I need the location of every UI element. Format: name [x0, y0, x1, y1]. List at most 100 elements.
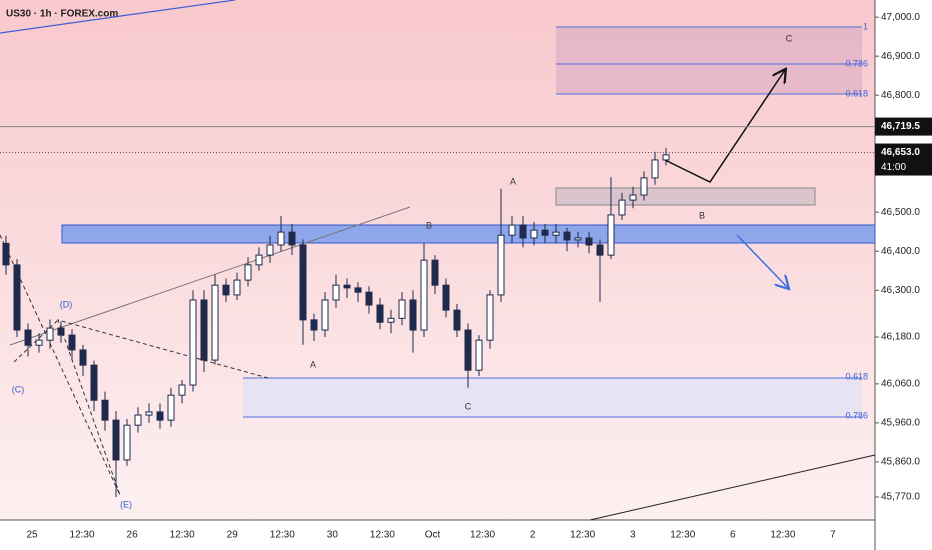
- candle-body: [354, 287, 362, 293]
- projections: [664, 70, 788, 288]
- wave-label: (D): [60, 299, 73, 309]
- candle-body: [68, 334, 76, 351]
- y-tick-label: 47,000.0: [881, 12, 920, 23]
- candle-body: [420, 259, 428, 331]
- candle-body: [167, 394, 175, 421]
- price-badge-label: 46,719.5: [881, 121, 920, 132]
- candle-body: [629, 194, 637, 201]
- x-tick-label: 12:30: [270, 530, 295, 541]
- y-tick-label: 45,770.0: [881, 492, 920, 503]
- candle-body: [662, 154, 670, 161]
- x-tick-label: 3: [630, 530, 636, 541]
- candle-body: [112, 419, 120, 461]
- candle-body: [574, 237, 582, 241]
- candle-body: [244, 264, 252, 281]
- x-tick-label: 6: [730, 530, 736, 541]
- candle-body: [541, 229, 549, 236]
- candle-body: [519, 224, 527, 239]
- x-tick-label: 2: [530, 530, 536, 541]
- price-badge-label: 46,653.0: [881, 147, 920, 158]
- price-badge: [875, 143, 932, 176]
- candle-body: [486, 294, 494, 341]
- y-tick-label: 46,400.0: [881, 246, 920, 257]
- x-tick-label: 29: [227, 530, 239, 541]
- y-tick-label: 46,900.0: [881, 51, 920, 62]
- candle-body: [57, 327, 65, 336]
- support-zone: [61, 224, 876, 244]
- candle-body: [376, 304, 384, 323]
- wave-label: (C): [12, 384, 25, 394]
- trend-line: [0, 0, 236, 34]
- zones: [0, 0, 876, 521]
- candle-body: [211, 284, 219, 361]
- candle-body: [134, 414, 142, 426]
- y-tick-label: 46,180.0: [881, 332, 920, 343]
- y-tick-label: 45,960.0: [881, 418, 920, 429]
- candle-body: [530, 229, 538, 239]
- candle-body: [299, 244, 307, 321]
- price-badge: [875, 117, 932, 136]
- candle-body: [321, 299, 329, 331]
- candle-body: [255, 254, 263, 266]
- trend-line: [589, 454, 876, 521]
- candle-body: [640, 177, 648, 196]
- candle-body: [387, 317, 395, 323]
- x-tick-label: Oct: [425, 530, 441, 541]
- wave-label: B: [426, 220, 432, 230]
- y-tick-label: 46,060.0: [881, 378, 920, 389]
- x-tick-label: 12:30: [70, 530, 95, 541]
- candle-body: [123, 424, 131, 461]
- candle-body: [596, 244, 604, 256]
- candles: [2, 147, 670, 497]
- x-tick-label: 12:30: [170, 530, 195, 541]
- candle-body: [563, 231, 571, 241]
- y-tick-label: 46,500.0: [881, 207, 920, 218]
- candle-body: [277, 231, 285, 246]
- candle-body: [35, 339, 43, 346]
- candle-body: [101, 399, 109, 421]
- candle-body: [200, 299, 208, 361]
- wedge-line: [9, 206, 411, 346]
- candle-body: [464, 329, 472, 371]
- wave-label: (E): [120, 499, 132, 509]
- wave-label: B: [699, 210, 705, 220]
- x-tick-label: 12:30: [470, 530, 495, 541]
- candle-body: [13, 264, 21, 331]
- countdown-label: 41:00: [881, 162, 906, 173]
- wave-label: C: [465, 401, 472, 411]
- candle-body: [332, 284, 340, 301]
- wave-label: C: [786, 33, 793, 43]
- fib-zone: [556, 27, 862, 94]
- candle-body: [618, 199, 626, 216]
- candle-body: [431, 259, 439, 286]
- x-tick-label: 12:30: [770, 530, 795, 541]
- candle-body: [475, 339, 483, 371]
- candle-body: [585, 237, 593, 246]
- fib-label: 0.618: [845, 371, 868, 381]
- projection-arrow: [664, 70, 785, 183]
- chart-title: US30 · 1h · FOREX.com: [6, 9, 118, 20]
- candle-body: [453, 309, 461, 331]
- time-axis: [0, 520, 875, 550]
- candle-body: [90, 364, 98, 401]
- x-tick-label: 7: [830, 530, 836, 541]
- candle-body: [651, 159, 659, 179]
- x-tick-label: 12:30: [370, 530, 395, 541]
- y-tick-label: 46,300.0: [881, 285, 920, 296]
- demand-box: [555, 187, 816, 206]
- candle-body: [288, 231, 296, 246]
- candle-body: [79, 349, 87, 366]
- fib-label: 0.786: [845, 58, 868, 68]
- fib-label: 1: [863, 21, 868, 31]
- price-axis: [875, 0, 932, 550]
- candle-body: [24, 329, 32, 346]
- candle-body: [222, 284, 230, 296]
- candle-body: [409, 299, 417, 331]
- candle-body: [2, 242, 10, 266]
- x-tick-label: 26: [127, 530, 139, 541]
- candle-body: [442, 284, 450, 311]
- candle-body: [508, 224, 516, 236]
- wave-path: [0, 234, 269, 496]
- wave-label: A: [310, 359, 316, 369]
